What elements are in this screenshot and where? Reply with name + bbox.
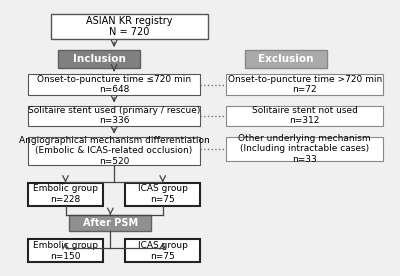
FancyBboxPatch shape	[245, 50, 327, 68]
Text: Onset-to-puncture time >720 min
n=72: Onset-to-puncture time >720 min n=72	[228, 75, 382, 94]
FancyBboxPatch shape	[28, 75, 200, 95]
Text: Embolic group
n=228: Embolic group n=228	[33, 184, 98, 204]
Text: Inclusion: Inclusion	[73, 54, 126, 64]
FancyBboxPatch shape	[226, 137, 383, 161]
FancyBboxPatch shape	[69, 215, 152, 231]
Text: Angiographical mechanism differentiation
(Embolic & ICAS-related occlusion)
n=52: Angiographical mechanism differentiation…	[19, 136, 210, 166]
FancyBboxPatch shape	[28, 183, 103, 206]
FancyBboxPatch shape	[28, 105, 200, 126]
Text: ASIAN KR registry
N = 720: ASIAN KR registry N = 720	[86, 16, 172, 37]
FancyBboxPatch shape	[58, 50, 140, 68]
Text: Solitaire stent not used
n=312: Solitaire stent not used n=312	[252, 106, 358, 125]
Text: ICAS group
n=75: ICAS group n=75	[138, 184, 188, 204]
Text: Onset-to-puncture time ≤720 min
n=648: Onset-to-puncture time ≤720 min n=648	[37, 75, 191, 94]
FancyBboxPatch shape	[125, 239, 200, 262]
FancyBboxPatch shape	[50, 14, 208, 39]
Text: Solitaire stent used (primary / rescue)
n=336: Solitaire stent used (primary / rescue) …	[28, 106, 200, 125]
FancyBboxPatch shape	[28, 137, 200, 165]
Text: ICAS group
n=75: ICAS group n=75	[138, 241, 188, 261]
Text: Embolic group
n=150: Embolic group n=150	[33, 241, 98, 261]
FancyBboxPatch shape	[226, 75, 383, 95]
FancyBboxPatch shape	[28, 239, 103, 262]
Text: After PSM: After PSM	[83, 218, 138, 228]
Text: Other underlying mechanism
(Including intractable cases)
n=33: Other underlying mechanism (Including in…	[238, 134, 371, 164]
FancyBboxPatch shape	[226, 105, 383, 126]
Text: Exclusion: Exclusion	[258, 54, 314, 64]
FancyBboxPatch shape	[125, 183, 200, 206]
